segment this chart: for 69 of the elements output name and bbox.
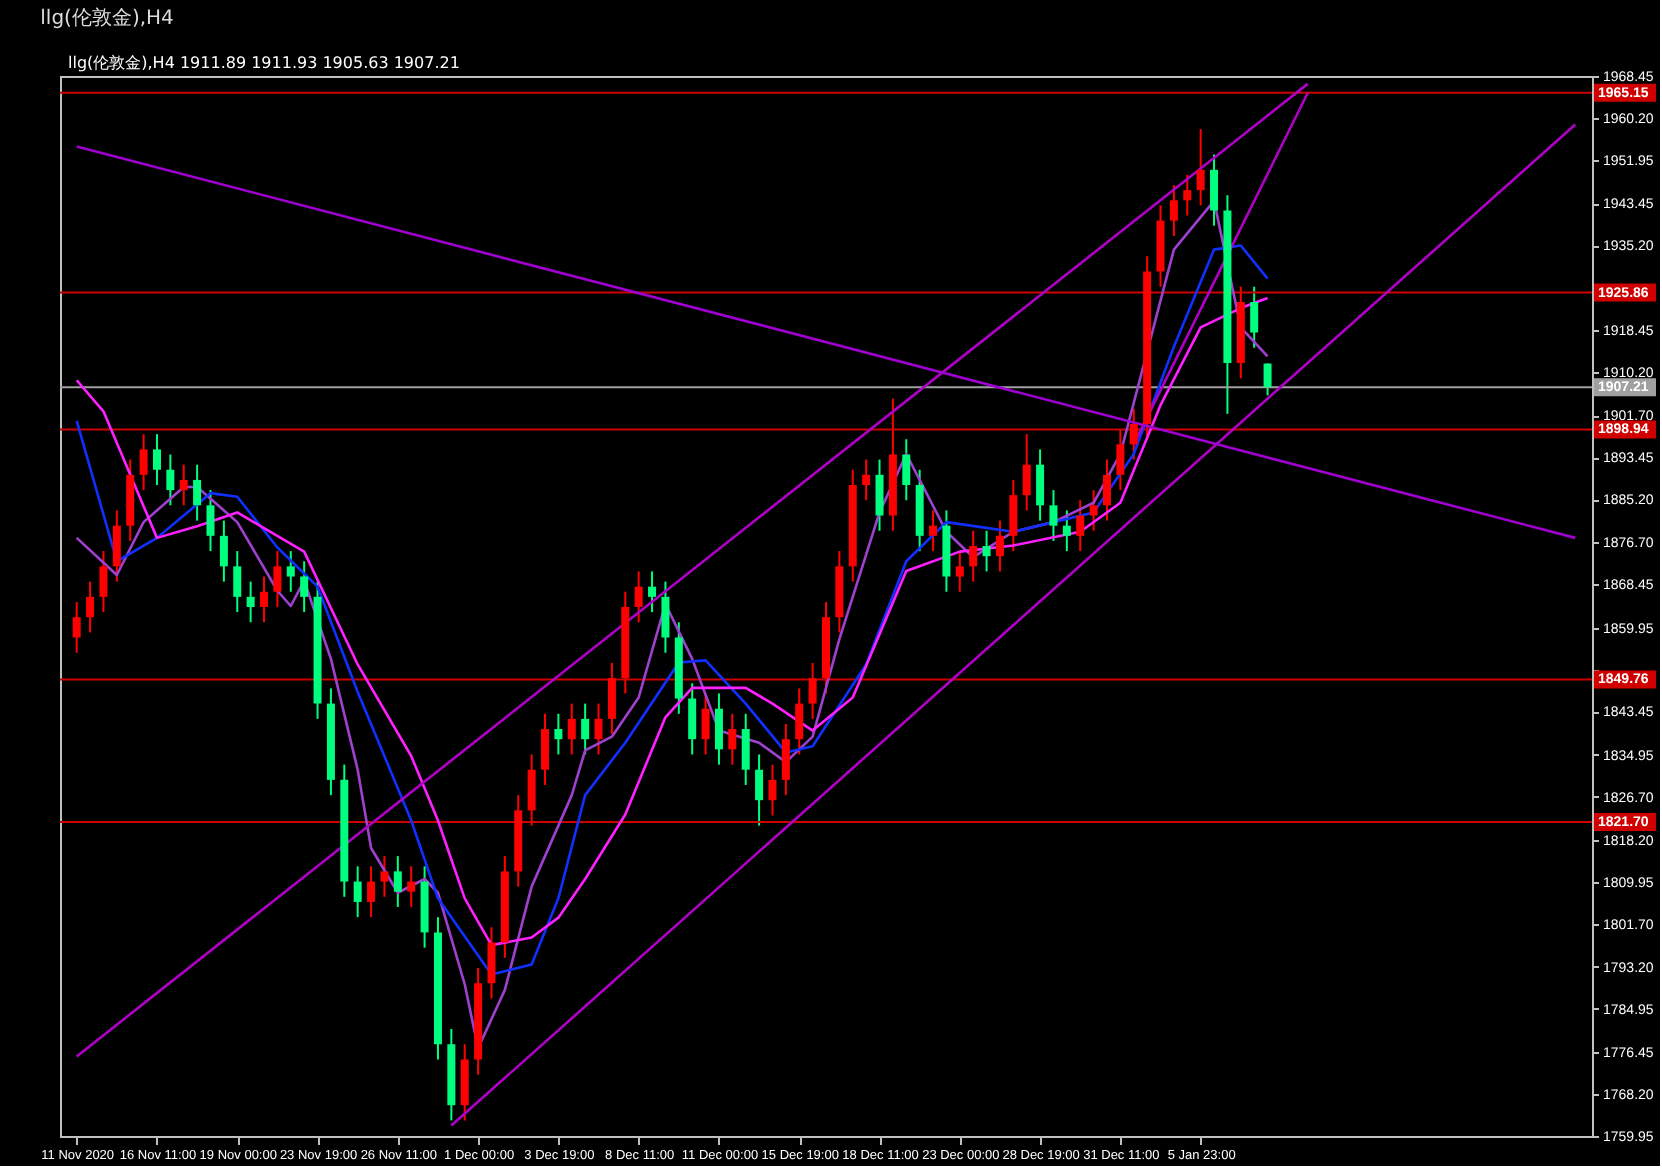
chart-title: llg(伦敦金),H4 — [40, 6, 174, 30]
candlestick — [755, 753, 764, 827]
candlestick — [112, 509, 121, 583]
candlestick — [634, 570, 643, 624]
candlestick — [1196, 128, 1205, 207]
candlestick — [795, 687, 804, 756]
candlestick — [982, 529, 991, 573]
candlestick — [1076, 499, 1085, 553]
candlestick — [1263, 362, 1272, 397]
candlestick — [1022, 433, 1031, 512]
candlestick — [554, 712, 563, 756]
candlestick — [380, 855, 389, 898]
candlestick — [875, 458, 884, 532]
candlestick — [995, 519, 1004, 573]
candlestick — [1183, 173, 1192, 217]
candlestick — [99, 550, 108, 614]
candlestick — [286, 550, 295, 593]
candlestick — [246, 580, 255, 624]
candlestick — [1116, 428, 1125, 492]
candlestick — [728, 712, 737, 766]
candlestick — [1036, 448, 1045, 522]
candlestick — [808, 661, 817, 720]
candlestick — [607, 661, 616, 736]
text: llg(伦敦金),H4 1911.89 1911.93 1905.63 1907.21 — [68, 54, 460, 72]
candlestick — [1250, 285, 1259, 349]
candlestick — [407, 865, 416, 908]
candlestick — [648, 570, 657, 614]
candlestick — [300, 560, 309, 614]
candlestick — [139, 433, 148, 492]
candlestick — [661, 580, 670, 654]
candlestick — [72, 600, 81, 654]
candlestick — [460, 1043, 469, 1122]
candlestick — [714, 692, 723, 766]
candlestick — [260, 575, 269, 624]
candlestick — [273, 550, 282, 609]
candlestick — [781, 722, 790, 797]
candlestick — [219, 519, 228, 583]
candlestick — [367, 865, 376, 919]
candlestick — [193, 463, 202, 522]
candlestick — [1102, 458, 1111, 522]
candlestick — [594, 702, 603, 756]
candlestick — [179, 463, 188, 507]
candlestick — [741, 712, 750, 786]
candlestick — [152, 433, 161, 486]
candlestick — [701, 692, 710, 756]
candlestick — [541, 712, 550, 786]
candlestick — [567, 702, 576, 756]
candlestick — [1062, 509, 1071, 553]
candlestick — [86, 580, 95, 634]
candlestick — [487, 926, 496, 1000]
candlestick — [527, 753, 536, 827]
candlestick — [969, 529, 978, 583]
candlestick — [902, 438, 911, 502]
candlestick — [353, 865, 362, 919]
candlestick — [862, 458, 871, 502]
candlestick — [1169, 184, 1178, 237]
candlestick — [955, 550, 964, 593]
candlestick — [929, 509, 938, 553]
candlestick — [166, 453, 175, 507]
candlestick — [1210, 153, 1219, 227]
candlestick — [393, 855, 402, 908]
candlestick — [688, 682, 697, 756]
candlestick — [1089, 489, 1098, 532]
candlestick — [768, 763, 777, 817]
candlestick — [206, 489, 215, 553]
candlestick — [1009, 478, 1018, 553]
candlestick — [1049, 489, 1058, 542]
candlestick — [233, 550, 242, 614]
candlestick — [1129, 407, 1138, 461]
